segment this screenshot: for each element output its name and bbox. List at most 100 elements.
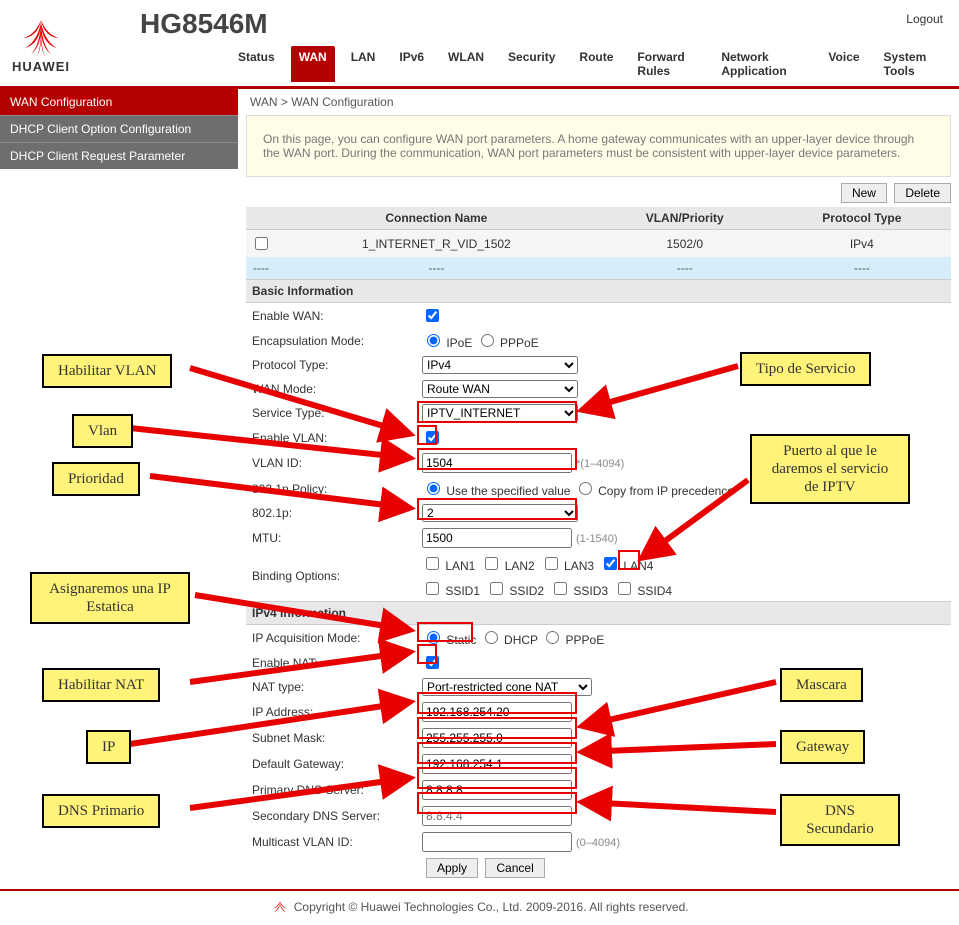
- nav-wlan[interactable]: WLAN: [440, 46, 492, 82]
- annot-puerto-iptv: Puerto al que le daremos el servicio de …: [750, 434, 910, 504]
- sidebar-item-2[interactable]: DHCP Client Request Parameter: [0, 142, 238, 169]
- mcast-input[interactable]: [422, 832, 572, 852]
- section-ipv4: IPv4 Information: [246, 601, 951, 625]
- annot-tipo-servicio: Tipo de Servicio: [740, 352, 871, 386]
- label-proto: Protocol Type:: [246, 353, 416, 377]
- model-label: HG8546M: [140, 8, 268, 40]
- row-checkbox[interactable]: [255, 237, 268, 250]
- nav-wan[interactable]: WAN: [291, 46, 335, 82]
- dns2-input[interactable]: [422, 806, 572, 826]
- nav-forward-rules[interactable]: Forward Rules: [629, 46, 705, 82]
- static-radio[interactable]: [427, 631, 440, 644]
- label-encap: Encapsulation Mode:: [246, 328, 416, 353]
- breadcrumb: WAN > WAN Configuration: [246, 89, 951, 115]
- footer: Copyright © Huawei Technologies Co., Ltd…: [0, 889, 959, 925]
- label-enable-nat: Enable NAT:: [246, 650, 416, 675]
- annot-habilitar-nat: Habilitar NAT: [42, 668, 160, 702]
- lan4-checkbox[interactable]: [604, 557, 617, 570]
- table-row: ----------------: [246, 257, 951, 279]
- label-ip-acq: IP Acquisition Mode:: [246, 625, 416, 650]
- col-protocol-type: Protocol Type: [773, 207, 951, 230]
- label-vlan-id: VLAN ID:: [246, 450, 416, 476]
- huawei-logo-icon: [17, 18, 65, 56]
- connection-table: Connection Name VLAN/Priority Protocol T…: [246, 207, 951, 279]
- label-8021p: 802.1p:: [246, 501, 416, 525]
- annot-ip: IP: [86, 730, 131, 764]
- policy-copy-radio[interactable]: [579, 482, 592, 495]
- table-row[interactable]: 1_INTERNET_R_VID_1502 1502/0 IPv4: [246, 230, 951, 258]
- col-vlan-priority: VLAN/Priority: [597, 207, 773, 230]
- annot-ip-estatica: Asignaremos una IP Estatica: [30, 572, 190, 624]
- nav-system-tools[interactable]: System Tools: [876, 46, 947, 82]
- label-nat-type: NAT type:: [246, 675, 416, 699]
- wan-mode-select[interactable]: Route WAN: [422, 380, 578, 398]
- ssid3-checkbox[interactable]: [554, 582, 567, 595]
- p8021-select[interactable]: 2: [422, 504, 578, 522]
- sidebar-item-1[interactable]: DHCP Client Option Configuration: [0, 115, 238, 142]
- enable-wan-checkbox[interactable]: [426, 309, 439, 322]
- nav-route[interactable]: Route: [571, 46, 621, 82]
- annot-prioridad: Prioridad: [52, 462, 140, 496]
- label-enable-wan: Enable WAN:: [246, 303, 416, 328]
- vlan-id-input[interactable]: [422, 453, 572, 473]
- dhcp-radio[interactable]: [485, 631, 498, 644]
- nat-type-select[interactable]: Port-restricted cone NAT: [422, 678, 592, 696]
- pppoe-radio[interactable]: [481, 334, 494, 347]
- ip-address-input[interactable]: [422, 702, 572, 722]
- ssid1-checkbox[interactable]: [426, 582, 439, 595]
- label-binding: Binding Options:: [246, 551, 416, 601]
- brand-text: HUAWEI: [12, 59, 70, 74]
- logo-block: HUAWEI: [12, 18, 70, 74]
- label-ip-addr: IP Address:: [246, 699, 416, 725]
- header: HUAWEI HG8546M Logout StatusWANLANIPv6WL…: [0, 0, 959, 89]
- nav-security[interactable]: Security: [500, 46, 563, 82]
- proto-select[interactable]: IPv4: [422, 356, 578, 374]
- annot-gateway: Gateway: [780, 730, 865, 764]
- nav-status[interactable]: Status: [230, 46, 283, 82]
- pppoe-acq-radio[interactable]: [546, 631, 559, 644]
- annot-mascara: Mascara: [780, 668, 863, 702]
- annot-dns-secundario: DNS Secundario: [780, 794, 900, 846]
- sidebar-item-0[interactable]: WAN Configuration: [0, 89, 238, 115]
- mtu-input[interactable]: [422, 528, 572, 548]
- delete-button[interactable]: Delete: [894, 183, 951, 203]
- nav-ipv6[interactable]: IPv6: [391, 46, 432, 82]
- ipoe-radio[interactable]: [427, 334, 440, 347]
- info-box: On this page, you can configure WAN port…: [246, 115, 951, 177]
- annot-habilitar-vlan: Habilitar VLAN: [42, 354, 172, 388]
- subnet-input[interactable]: [422, 728, 572, 748]
- ssid4-checkbox[interactable]: [618, 582, 631, 595]
- cancel-button[interactable]: Cancel: [485, 858, 544, 878]
- lan1-checkbox[interactable]: [426, 557, 439, 570]
- label-wan-mode: WAN Mode:: [246, 377, 416, 401]
- annot-vlan: Vlan: [72, 414, 133, 448]
- logout-link[interactable]: Logout: [906, 12, 943, 26]
- service-type-select[interactable]: IPTV_INTERNET: [422, 404, 578, 422]
- dns1-input[interactable]: [422, 780, 572, 800]
- apply-button[interactable]: Apply: [426, 858, 478, 878]
- footer-logo-icon: [270, 899, 290, 917]
- label-gateway: Default Gateway:: [246, 751, 416, 777]
- label-subnet: Subnet Mask:: [246, 725, 416, 751]
- label-mtu: MTU:: [246, 525, 416, 551]
- nav-lan[interactable]: LAN: [343, 46, 384, 82]
- gateway-input[interactable]: [422, 754, 572, 774]
- label-enable-vlan: Enable VLAN:: [246, 425, 416, 450]
- label-policy: 802.1p Policy:: [246, 476, 416, 501]
- section-basic: Basic Information: [246, 279, 951, 303]
- lan3-checkbox[interactable]: [545, 557, 558, 570]
- annot-dns-primario: DNS Primario: [42, 794, 160, 828]
- policy-spec-radio[interactable]: [427, 482, 440, 495]
- label-dns2: Secondary DNS Server:: [246, 803, 416, 829]
- nav-network-application[interactable]: Network Application: [713, 46, 812, 82]
- lan2-checkbox[interactable]: [485, 557, 498, 570]
- label-mcast: Multicast VLAN ID:: [246, 829, 416, 855]
- label-service-type: Service Type:: [246, 401, 416, 425]
- nav-voice[interactable]: Voice: [820, 46, 867, 82]
- enable-nat-checkbox[interactable]: [426, 656, 439, 669]
- enable-vlan-checkbox[interactable]: [426, 431, 439, 444]
- new-button[interactable]: New: [841, 183, 887, 203]
- nav-bar: StatusWANLANIPv6WLANSecurityRouteForward…: [230, 46, 947, 86]
- ssid2-checkbox[interactable]: [490, 582, 503, 595]
- col-connection-name: Connection Name: [276, 207, 597, 230]
